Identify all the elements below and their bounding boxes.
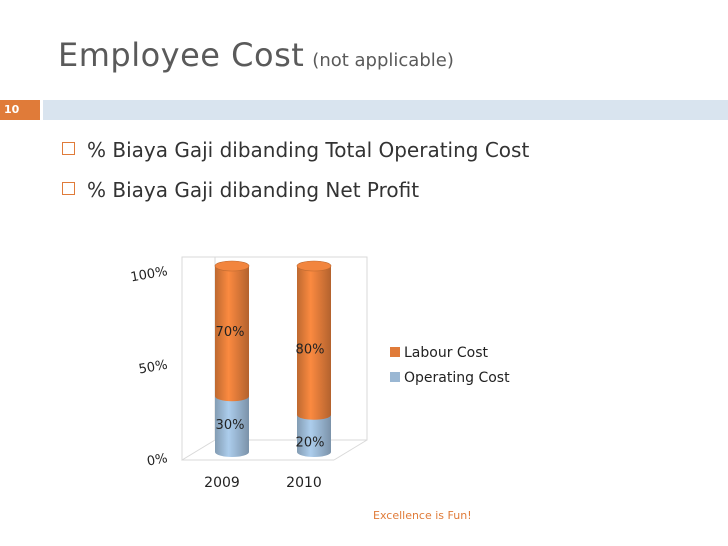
- data-label: 20%: [296, 435, 325, 450]
- bar-segment: [297, 414, 331, 457]
- data-label: 80%: [296, 342, 325, 357]
- bullet-item: % Biaya Gaji dibanding Total Operating C…: [62, 135, 529, 175]
- slide-title-area: Employee Cost (not applicable): [58, 36, 454, 74]
- footer-text: Excellence is Fun!: [373, 509, 472, 522]
- title-rule-band: [43, 100, 728, 120]
- legend-label: Labour Cost: [404, 345, 489, 361]
- y-tick-label: 0%: [146, 451, 169, 469]
- slide-title: Employee Cost: [58, 36, 305, 74]
- legend-swatch: [390, 347, 400, 357]
- bullet-item: % Biaya Gaji dibanding Net Profit: [62, 175, 529, 215]
- slide-number: 10: [4, 103, 20, 116]
- bar-top-cap: [214, 260, 250, 272]
- bar-segment: [297, 266, 331, 420]
- slide-subtitle: (not applicable): [312, 50, 454, 71]
- y-tick-label: 100%: [129, 264, 168, 285]
- bar-segment: [215, 266, 249, 402]
- chart-floor-edge: [333, 439, 368, 461]
- bar-segment: [215, 396, 249, 457]
- bullet-text: % Biaya Gaji dibanding Total Operating C…: [87, 138, 530, 162]
- bullet-list: % Biaya Gaji dibanding Total Operating C…: [62, 135, 529, 215]
- x-tick-label: 2010: [286, 475, 322, 491]
- data-label: 70%: [216, 325, 245, 340]
- y-tick-label: 50%: [138, 358, 169, 378]
- bullet-text: % Biaya Gaji dibanding Net Profit: [87, 178, 420, 202]
- legend-label: Operating Cost: [404, 370, 510, 386]
- legend-swatch: [390, 372, 400, 382]
- title-rule-accent: [0, 100, 40, 120]
- data-label: 30%: [216, 418, 245, 433]
- chart-side-wall: [181, 256, 216, 461]
- bullet-box-icon: [62, 182, 75, 195]
- bar-top-cap: [296, 260, 332, 272]
- x-tick-label: 2009: [204, 475, 240, 491]
- bullet-box-icon: [62, 142, 75, 155]
